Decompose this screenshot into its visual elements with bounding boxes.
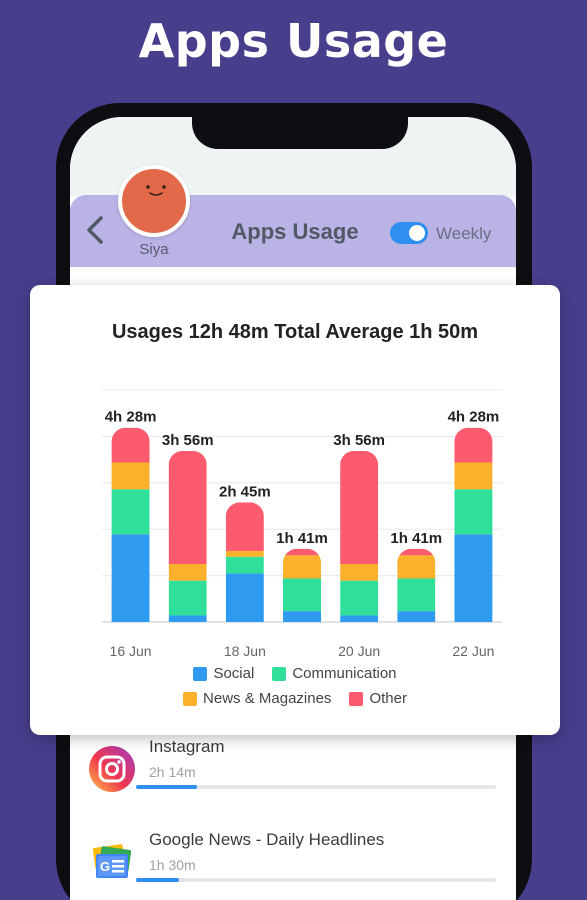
bar-segment — [225, 550, 264, 557]
bar-segment — [340, 564, 379, 581]
bar-segment — [283, 578, 321, 612]
username: Siya — [139, 241, 169, 258]
legend-swatch — [193, 666, 208, 681]
usage-bar-chart: 4h 28m 16 Jun 3h 56m 2h 45m 18 Jun 1h 41m 3h 5… — [102, 389, 502, 659]
bar-segment — [283, 548, 321, 556]
usage-chart-card: Usages 12h 48m Total Average 1h 50m 4h 2… — [30, 285, 560, 735]
list-item[interactable]: G Google News - Daily Headlines 1h 30m — [70, 830, 516, 900]
bar-segment — [340, 615, 379, 622]
avatar[interactable] — [118, 165, 190, 237]
bar-segment — [283, 611, 321, 622]
usage-progress-fill — [136, 878, 180, 882]
app-time: 2h 14m — [149, 764, 196, 780]
bar-segment — [454, 534, 493, 622]
chart-legend: Social Communication News & Magazines Ot… — [30, 665, 560, 715]
bar-segment — [340, 580, 379, 616]
bar-segment — [340, 450, 379, 564]
app-name: Google News - Daily Headlines — [149, 830, 385, 849]
weekly-toggle[interactable] — [390, 222, 428, 244]
bar-segment — [397, 555, 436, 579]
face-icon — [146, 185, 166, 196]
x-tick-label: 16 Jun — [110, 643, 152, 659]
bar-segment — [168, 580, 207, 616]
app-time: 1h 30m — [149, 857, 196, 873]
bar-segment — [111, 489, 150, 535]
legend-label: Communication — [292, 665, 397, 682]
bar-segment — [111, 462, 150, 490]
bar-total-label: 3h 56m — [333, 432, 385, 449]
legend-swatch — [183, 691, 198, 706]
x-tick-label: 20 Jun — [338, 643, 380, 659]
usage-progress-track — [136, 785, 496, 789]
legend-label: Social — [213, 665, 255, 682]
legend-label: News & Magazines — [203, 690, 332, 707]
usage-progress-fill — [136, 785, 198, 789]
bar-segment — [283, 555, 321, 579]
bar-total-label: 2h 45m — [219, 483, 271, 500]
bar-segment — [111, 427, 150, 463]
page-title: Apps Usage — [231, 219, 359, 244]
bar-segment — [168, 450, 207, 564]
legend-label: Other — [369, 690, 407, 707]
chart-title: Usages 12h 48m Total Average 1h 50m — [111, 321, 479, 343]
bar-segment — [397, 548, 436, 556]
back-arrow-icon[interactable] — [84, 215, 106, 245]
bar-total-label: 1h 41m — [390, 530, 442, 547]
legend-item-social: Social — [193, 665, 254, 682]
bar-segment — [225, 573, 264, 622]
instagram-icon — [89, 746, 135, 792]
legend-item-communication: Communication — [272, 665, 397, 682]
legend-swatch — [349, 691, 364, 706]
x-tick-label: 18 Jun — [224, 643, 266, 659]
bar-total-label: 3h 56m — [162, 432, 214, 449]
bar-segment — [168, 615, 207, 622]
bar-total-label: 1h 41m — [276, 530, 328, 547]
weekly-toggle-label: Weekly — [436, 224, 492, 243]
bar-total-label: 4h 28m — [105, 409, 157, 426]
promo-headline: Apps Usage — [138, 14, 449, 68]
bar-segment — [111, 534, 150, 622]
phone-notch — [192, 117, 408, 149]
bar-segment — [225, 556, 264, 574]
app-name: Instagram — [149, 737, 225, 756]
bar-total-label: 4h 28m — [448, 409, 500, 426]
bar-segment — [454, 489, 493, 535]
bar-segment — [397, 611, 436, 622]
google-news-icon: G — [92, 844, 132, 878]
bar-segment — [225, 502, 264, 551]
bar-segment — [168, 564, 207, 581]
bar-segment — [454, 462, 493, 490]
bar-segment — [397, 578, 436, 612]
legend-item-news: News & Magazines — [183, 690, 331, 707]
legend-item-other: Other — [349, 690, 407, 707]
usage-progress-track — [136, 878, 496, 882]
x-tick-label: 22 Jun — [452, 643, 494, 659]
bar-segment — [454, 427, 493, 463]
svg-text:G: G — [100, 859, 110, 874]
list-item[interactable]: Instagram 2h 14m — [70, 737, 516, 827]
toggle-knob — [409, 225, 425, 241]
legend-swatch — [272, 666, 287, 681]
